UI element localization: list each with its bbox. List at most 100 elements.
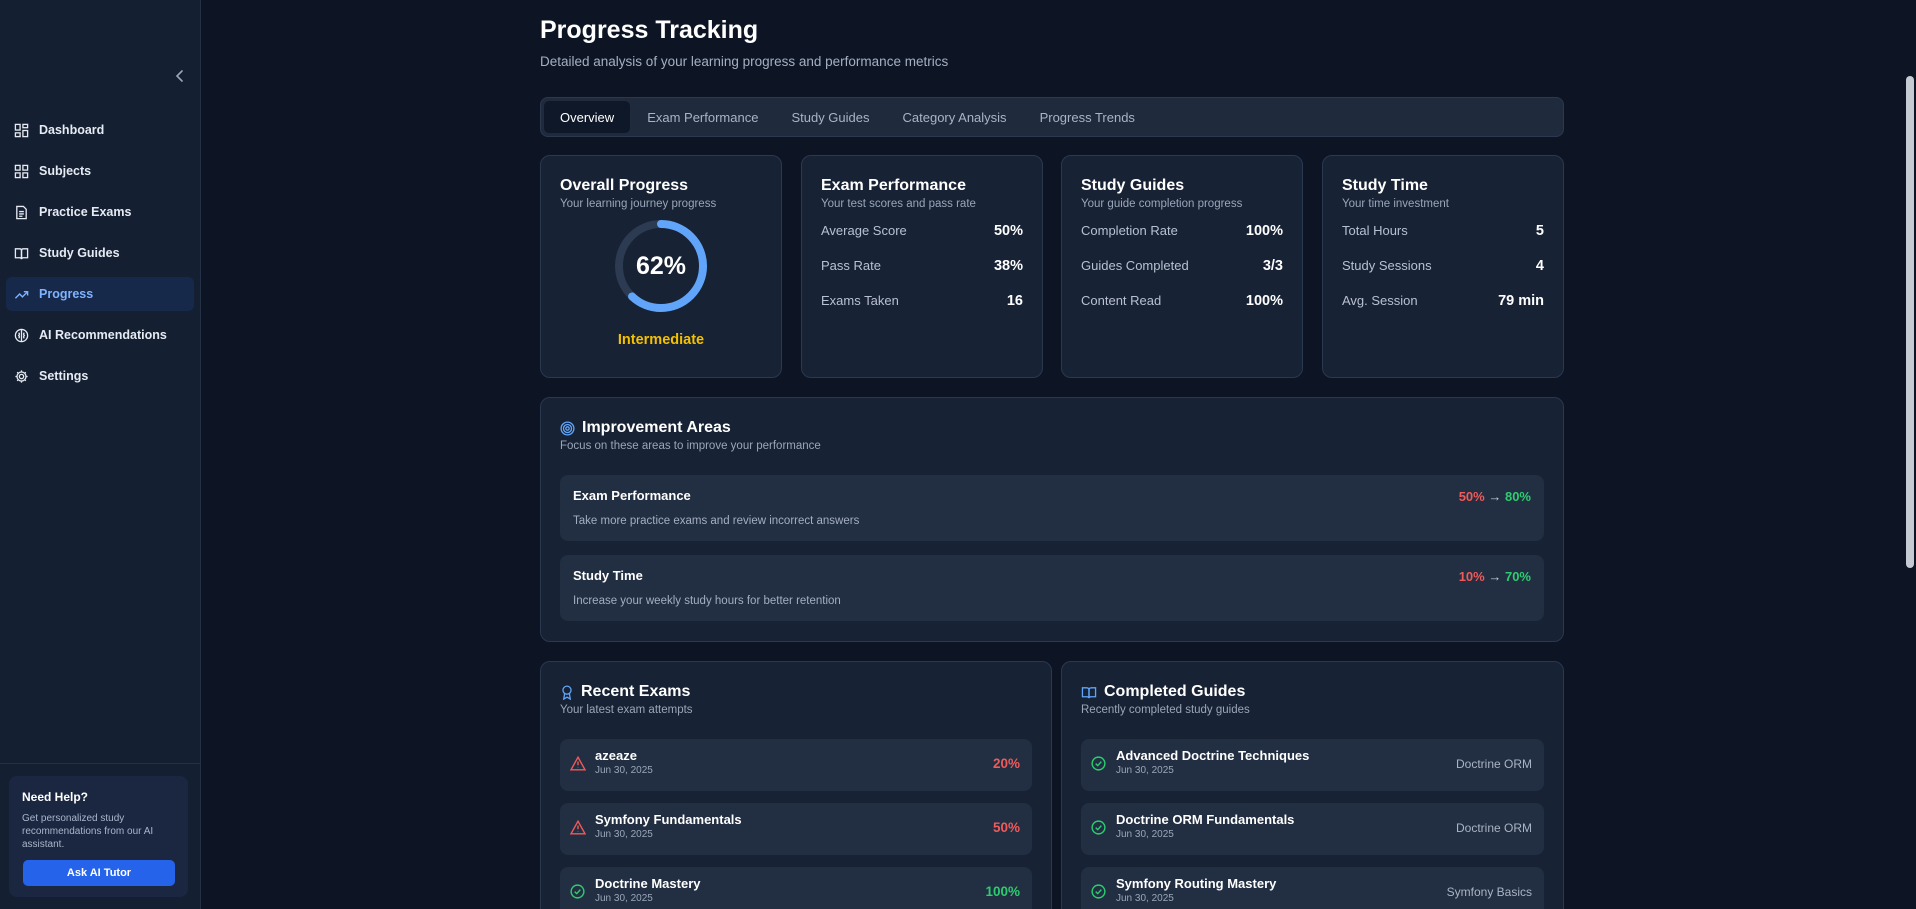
recent-exams-title: Recent Exams <box>581 683 691 700</box>
improvement-item-desc: Increase your weekly study hours for bet… <box>573 595 841 607</box>
exam-name: Symfony Fundamentals <box>595 812 742 827</box>
card-subtitle: Your learning journey progress <box>560 198 717 210</box>
trend-icon <box>14 290 29 299</box>
list-item[interactable]: azeaze Jun 30, 2025 20% <box>560 739 1032 791</box>
stat-label: Content Read <box>1081 293 1162 308</box>
stat-value: 100% <box>1245 292 1283 309</box>
exam-performance-card: Exam Performance Your test scores and pa… <box>801 155 1043 378</box>
stat-value: 50% <box>993 222 1023 239</box>
dashboard-icon <box>14 123 29 137</box>
progress-percent: 62% <box>635 251 687 280</box>
sidebar-nav: Dashboard Subjects Practice Exams Study … <box>6 113 194 400</box>
improvement-item-title: Study Time <box>573 568 643 583</box>
guide-category: Symfony Basics <box>1446 885 1532 899</box>
exam-date: Jun 30, 2025 <box>595 829 653 840</box>
gear-icon <box>15 369 28 383</box>
exam-name: azeaze <box>595 748 637 763</box>
sidebar-item-label: Progress <box>39 287 94 301</box>
stat-value: 5 <box>1535 222 1544 239</box>
document-icon <box>16 205 27 219</box>
stat-value: 3/3 <box>1262 257 1283 274</box>
card-subtitle: Your latest exam attempts <box>560 704 693 716</box>
tab-progress-trends[interactable]: Progress Trends <box>1039 109 1135 125</box>
sidebar-item-ai-recommendations[interactable]: AI Recommendations <box>6 318 194 352</box>
card-title: Recent Exams <box>560 683 1032 701</box>
improvement-item-study-time: Study Time Increase your weekly study ho… <box>560 555 1544 621</box>
stat-value: 100% <box>1245 222 1283 239</box>
exam-score: 20% <box>992 756 1020 771</box>
brain-icon <box>14 328 29 342</box>
sidebar-item-label: AI Recommendations <box>39 328 167 342</box>
target-value: 70% <box>1504 569 1531 584</box>
list-item[interactable]: Symfony Routing Mastery Jun 30, 2025 Sym… <box>1081 867 1544 909</box>
improvement-target: 50% → 80% <box>1459 489 1531 504</box>
sidebar-item-label: Subjects <box>39 164 92 178</box>
stat-value: 38% <box>993 257 1023 274</box>
exam-date: Jun 30, 2025 <box>595 893 653 904</box>
stat-avg-session: Avg. Session 79 min <box>1342 283 1544 318</box>
guide-name: Doctrine ORM Fundamentals <box>1116 812 1295 827</box>
improvement-target: 10% → 70% <box>1459 569 1531 584</box>
list-item[interactable]: Doctrine Mastery Jun 30, 2025 100% <box>560 867 1032 909</box>
guide-name: Advanced Doctrine Techniques <box>1116 748 1310 763</box>
tab-overview[interactable]: Overview <box>544 101 631 133</box>
book-icon <box>14 247 29 259</box>
guide-date: Jun 30, 2025 <box>1116 765 1174 776</box>
card-subtitle: Focus on these areas to improve your per… <box>560 440 821 452</box>
exam-date: Jun 30, 2025 <box>595 765 653 776</box>
card-title: Study Time <box>1342 177 1428 194</box>
improvement-item-desc: Take more practice exams and review inco… <box>573 515 860 527</box>
sidebar-item-dashboard[interactable]: Dashboard <box>6 113 194 147</box>
current-value: 50% <box>1458 489 1485 504</box>
study-guides-card: Study Guides Your guide completion progr… <box>1061 155 1303 378</box>
stat-label: Pass Rate <box>821 258 881 273</box>
exam-score: 100% <box>985 884 1020 899</box>
stat-value: 4 <box>1535 257 1544 274</box>
tab-exam-performance[interactable]: Exam Performance <box>647 109 759 125</box>
improvement-item-exam-performance: Exam Performance Take more practice exam… <box>560 475 1544 541</box>
stat-label: Completion Rate <box>1081 223 1178 238</box>
card-subtitle: Your test scores and pass rate <box>821 198 976 210</box>
sidebar-item-study-guides[interactable]: Study Guides <box>6 236 194 270</box>
tab-study-guides[interactable]: Study Guides <box>791 109 870 125</box>
stat-label: Average Score <box>821 223 907 238</box>
stat-guides-completed: Guides Completed 3/3 <box>1081 248 1283 283</box>
target-icon <box>560 420 575 436</box>
check-circle-icon <box>570 884 585 899</box>
stat-total-hours: Total Hours 5 <box>1342 213 1544 248</box>
card-title: Overall Progress <box>560 177 689 194</box>
progress-level: Intermediate <box>617 332 705 348</box>
list-item[interactable]: Advanced Doctrine Techniques Jun 30, 202… <box>1081 739 1544 791</box>
help-title: Need Help? <box>22 790 89 804</box>
stat-label: Study Sessions <box>1342 258 1432 273</box>
list-item[interactable]: Doctrine ORM Fundamentals Jun 30, 2025 D… <box>1081 803 1544 855</box>
sidebar-item-label: Settings <box>39 369 89 383</box>
stat-completion-rate: Completion Rate 100% <box>1081 213 1283 248</box>
sidebar-item-subjects[interactable]: Subjects <box>6 154 194 188</box>
progress-ring: 62% <box>613 218 709 314</box>
guide-category: Doctrine ORM <box>1455 757 1532 771</box>
tab-bar: Overview Exam Performance Study Guides C… <box>540 97 1564 137</box>
grid-icon <box>14 164 29 178</box>
sidebar-item-settings[interactable]: Settings <box>6 359 194 393</box>
recent-exams-card: Recent Exams Your latest exam attempts a… <box>540 661 1052 909</box>
completed-guides-title: Completed Guides <box>1104 683 1246 700</box>
collapse-sidebar-button[interactable] <box>172 68 188 84</box>
sidebar: Dashboard Subjects Practice Exams Study … <box>0 0 201 909</box>
card-title: Improvement Areas <box>560 419 1544 437</box>
list-item[interactable]: Symfony Fundamentals Jun 30, 2025 50% <box>560 803 1032 855</box>
page-scrollbar[interactable] <box>1904 0 1916 909</box>
sidebar-item-progress[interactable]: Progress <box>6 277 194 311</box>
guide-date: Jun 30, 2025 <box>1116 829 1174 840</box>
guide-date: Jun 30, 2025 <box>1116 893 1174 904</box>
stat-content-read: Content Read 100% <box>1081 283 1283 318</box>
tab-category-analysis[interactable]: Category Analysis <box>902 109 1007 125</box>
stat-exams-taken: Exams Taken 16 <box>821 283 1023 318</box>
ask-ai-tutor-button[interactable]: Ask AI Tutor <box>23 860 175 886</box>
card-subtitle: Recently completed study guides <box>1081 704 1250 716</box>
guide-name: Symfony Routing Mastery <box>1116 876 1277 891</box>
sidebar-item-practice-exams[interactable]: Practice Exams <box>6 195 194 229</box>
stat-average-score: Average Score 50% <box>821 213 1023 248</box>
check-circle-icon <box>1091 820 1106 835</box>
scrollbar-thumb[interactable] <box>1906 76 1914 568</box>
